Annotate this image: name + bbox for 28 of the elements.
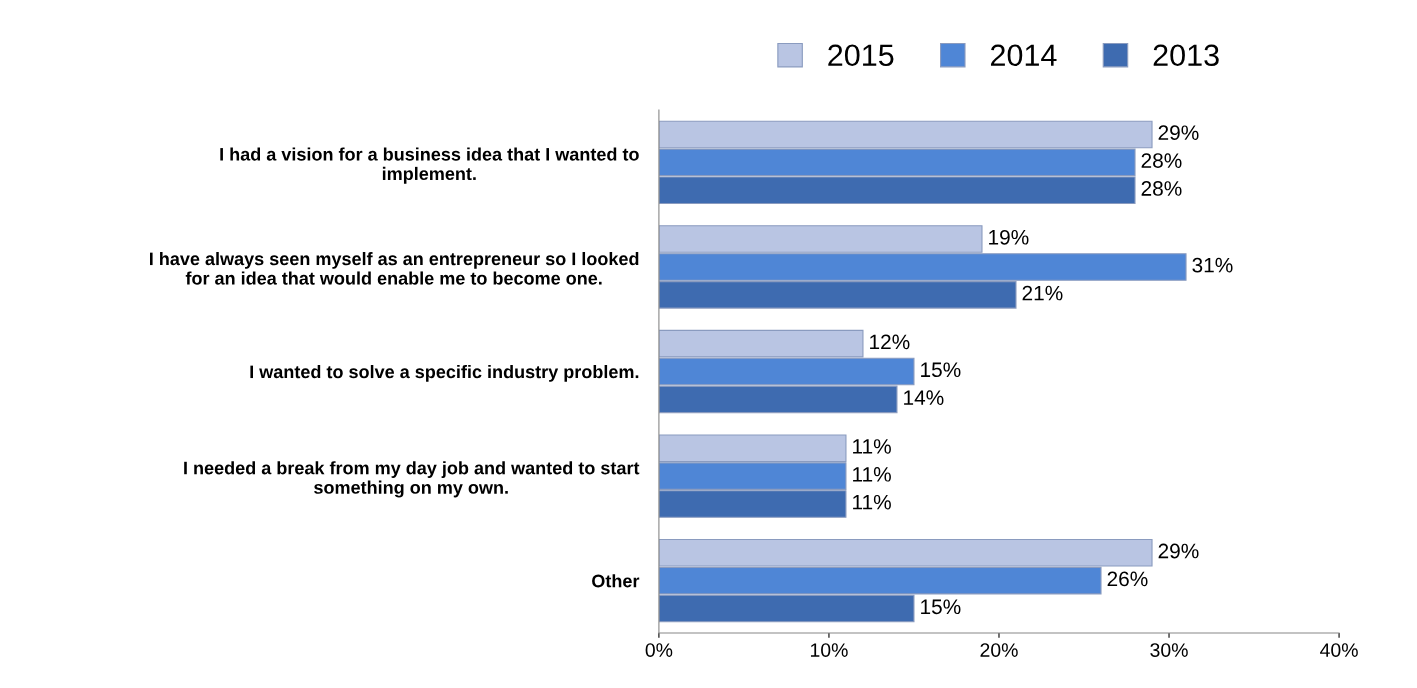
data-label: 29% — [1158, 125, 1199, 141]
data-label: 29% — [1158, 543, 1199, 559]
x-tick-label: 40% — [1320, 643, 1358, 657]
y-tick-label: I had a vision for a business idea that I wanted to implement. — [220, 147, 639, 184]
y-tick-label: I have always seen myself as an entrepreneur so I looked for an idea that would enable me to become one. — [149, 251, 639, 285]
data-label: 15% — [921, 599, 961, 615]
data-label: 28% — [1141, 153, 1182, 168]
x-tick-label: 20% — [980, 643, 1018, 657]
y-tick-label: I needed a break from my day job and wanted to start something on my own. — [184, 461, 640, 498]
x-tick-label: 10% — [810, 643, 848, 657]
data-label: 11% — [853, 439, 891, 454]
data-label: 28% — [1141, 181, 1182, 196]
y-tick-label: I wanted to solve a specific industry problem. — [250, 364, 639, 382]
x-tick-label: 30% — [1150, 643, 1188, 657]
y-tick-label: Other — [592, 574, 640, 588]
data-label: 26% — [1107, 571, 1148, 587]
data-label: 15% — [921, 362, 961, 378]
data-label: 14% — [904, 390, 944, 405]
legend-label: 2015 — [828, 44, 894, 67]
legend-label: 2014 — [990, 44, 1057, 67]
data-label: 19% — [989, 229, 1029, 245]
data-label: 11% — [853, 494, 891, 510]
data-label: 31% — [1192, 257, 1233, 273]
data-label: 21% — [1022, 285, 1063, 301]
x-tick-label: 0% — [645, 643, 673, 657]
data-label: 12% — [870, 334, 910, 350]
legend-label: 2013 — [1153, 44, 1219, 67]
data-label: 11% — [853, 467, 891, 482]
